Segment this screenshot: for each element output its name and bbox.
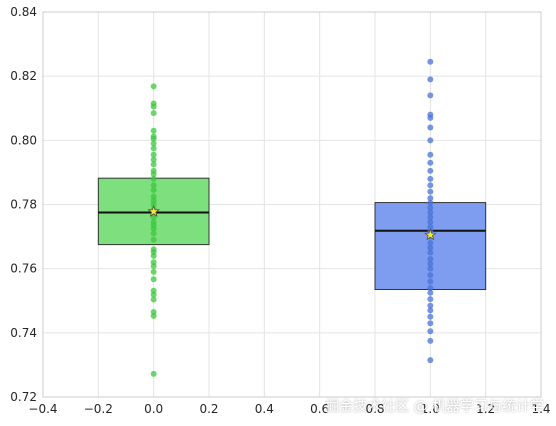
data-point xyxy=(427,289,434,296)
data-point xyxy=(150,182,157,189)
data-point xyxy=(427,137,434,144)
data-point xyxy=(150,259,157,266)
data-point xyxy=(150,145,157,152)
data-point xyxy=(150,140,157,147)
tick-labels: −0.4 −0.2 0.0 0.2 0.4 0.6 0.8 1.0 1.2 1.4 0.72 0.74… xyxy=(10,5,550,416)
x-tick-label: 0.4 xyxy=(255,402,274,416)
y-tick-label: 0.82 xyxy=(10,69,37,83)
data-point xyxy=(150,308,157,315)
x-tick-label: 0.0 xyxy=(144,402,163,416)
data-point xyxy=(427,76,434,83)
y-tick-label: 0.78 xyxy=(10,198,37,212)
data-point xyxy=(427,209,434,216)
watermark-text: 掘金技术社区 @ 机器学习与统计学 xyxy=(325,399,544,415)
data-point xyxy=(150,110,157,117)
x-tick-label: −0.4 xyxy=(28,402,57,416)
data-point xyxy=(150,193,157,200)
data-point xyxy=(150,133,157,140)
mean-star-marker xyxy=(147,204,160,217)
data-point xyxy=(150,100,157,107)
y-tick-label: 0.84 xyxy=(10,5,37,19)
x-tick-label: 0.2 xyxy=(199,402,218,416)
data-point xyxy=(427,240,434,246)
x-tick-label: 1.4 xyxy=(531,402,550,416)
x-tick-label: −0.2 xyxy=(84,402,113,416)
data-point xyxy=(427,284,434,291)
data-point xyxy=(427,307,434,314)
data-point xyxy=(427,223,434,230)
data-point xyxy=(150,167,157,174)
data-points xyxy=(150,58,434,377)
data-point xyxy=(427,151,434,158)
data-point xyxy=(427,92,434,99)
data-point xyxy=(150,268,157,275)
data-point xyxy=(150,175,157,182)
data-point xyxy=(427,260,434,267)
mean-markers xyxy=(147,204,437,241)
data-point xyxy=(427,167,434,174)
x-tick-label: 1.2 xyxy=(476,402,495,416)
data-point xyxy=(427,256,434,263)
data-point xyxy=(427,244,434,251)
data-point xyxy=(427,199,434,206)
data-point xyxy=(427,278,434,285)
mean-star-marker xyxy=(424,228,437,241)
x-tick-label: 0.6 xyxy=(310,402,329,416)
data-point xyxy=(150,276,157,283)
plot-frame xyxy=(42,11,542,398)
x-tick-label: 1.0 xyxy=(421,402,440,416)
data-point xyxy=(150,151,157,158)
data-point xyxy=(150,246,157,253)
data-point xyxy=(150,156,157,163)
data-point xyxy=(150,287,157,294)
data-point xyxy=(427,204,434,211)
data-point xyxy=(427,313,434,320)
data-point xyxy=(427,328,434,335)
data-point xyxy=(150,197,157,204)
y-tick-label: 0.76 xyxy=(10,262,37,276)
data-point xyxy=(150,127,157,134)
data-point xyxy=(427,175,434,182)
data-point xyxy=(427,296,434,303)
data-point xyxy=(427,265,434,272)
data-point xyxy=(150,236,157,243)
data-point xyxy=(427,249,434,256)
data-point xyxy=(427,219,434,226)
data-point xyxy=(427,214,434,221)
data-point xyxy=(150,230,157,237)
data-point xyxy=(427,320,434,327)
data-point xyxy=(427,357,434,364)
data-point xyxy=(427,272,434,279)
data-point xyxy=(427,195,434,202)
data-point xyxy=(150,187,157,194)
data-point xyxy=(150,83,157,90)
y-tick-label: 0.80 xyxy=(10,133,37,147)
y-tick-label: 0.72 xyxy=(10,390,37,404)
data-point xyxy=(427,188,434,195)
data-point xyxy=(427,111,434,118)
data-point xyxy=(427,124,434,131)
data-point xyxy=(427,182,434,189)
data-point xyxy=(150,219,157,226)
data-point xyxy=(150,370,157,377)
y-tick-label: 0.74 xyxy=(10,326,37,340)
data-point xyxy=(427,337,434,344)
data-point xyxy=(427,58,434,65)
data-point xyxy=(150,296,157,303)
x-tick-label: 0.8 xyxy=(365,402,384,416)
data-point xyxy=(427,302,434,309)
data-point xyxy=(427,159,434,166)
data-point xyxy=(150,161,157,168)
